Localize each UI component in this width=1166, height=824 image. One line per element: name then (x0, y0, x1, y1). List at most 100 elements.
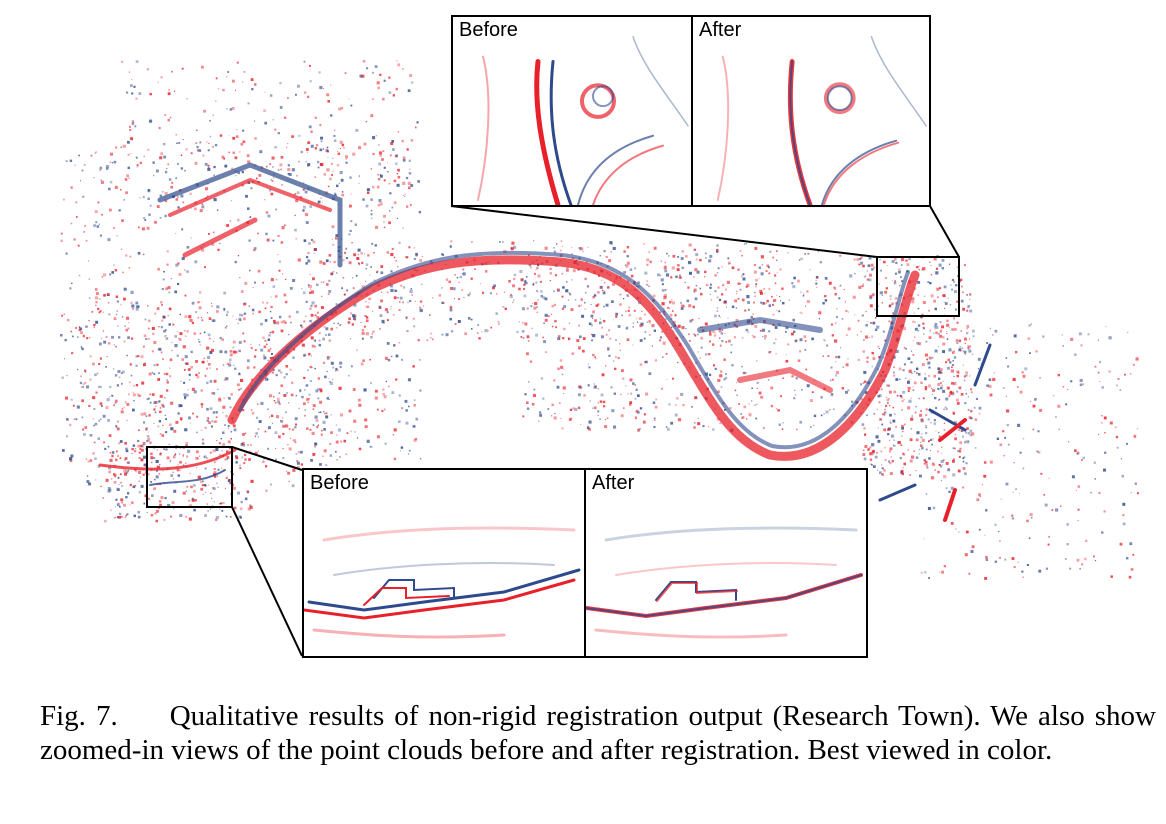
cloud-point (272, 368, 275, 371)
cloud-point (272, 285, 276, 288)
cloud-point (273, 400, 276, 402)
cloud-point (163, 329, 167, 333)
cloud-point (159, 453, 162, 456)
cloud-point (306, 427, 309, 430)
cloud-point (159, 463, 161, 465)
cloud-point (170, 427, 174, 431)
cloud-point (597, 402, 599, 404)
cloud-point (95, 288, 98, 291)
cloud-point (909, 474, 911, 476)
cloud-point (339, 324, 341, 327)
cloud-point (247, 359, 250, 363)
cloud-point (544, 297, 548, 301)
cloud-point (1126, 557, 1129, 560)
cloud-point (369, 445, 372, 448)
cloud-point (536, 311, 538, 313)
cloud-point (209, 380, 213, 383)
cloud-point (1012, 491, 1014, 493)
cloud-point (902, 452, 905, 455)
cloud-point (125, 447, 128, 451)
cloud-point (578, 393, 581, 397)
cloud-point (153, 174, 155, 177)
cloud-point (807, 252, 810, 255)
cloud-point (133, 85, 136, 88)
cloud-point (629, 403, 632, 406)
cloud-point (384, 308, 388, 312)
cloud-point (920, 571, 923, 574)
cloud-point (487, 330, 489, 332)
cloud-point (393, 256, 396, 259)
cloud-point (76, 216, 78, 218)
cloud-point (585, 292, 587, 294)
cloud-point (250, 343, 252, 346)
cloud-point (952, 351, 955, 354)
cloud-point (603, 250, 606, 253)
cloud-point (894, 258, 897, 261)
cloud-point (265, 232, 268, 236)
cloud-point (132, 408, 135, 412)
cloud-point (263, 354, 266, 357)
cloud-point (1004, 558, 1007, 561)
cloud-point (967, 347, 969, 350)
cloud-point (407, 301, 409, 304)
cloud-point (206, 407, 209, 411)
cloud-point (365, 332, 369, 336)
cloud-point (98, 419, 101, 422)
cloud-point (295, 199, 299, 203)
cloud-point (742, 277, 746, 281)
cloud-point (754, 292, 756, 294)
cloud-point (139, 161, 142, 165)
cloud-point (549, 280, 551, 282)
cloud-point (938, 399, 940, 401)
cloud-point (885, 287, 888, 290)
cloud-point (130, 337, 134, 340)
cloud-point (127, 140, 130, 144)
cloud-point (893, 281, 897, 285)
cloud-point (219, 242, 221, 244)
cloud-point (382, 393, 385, 396)
cloud-point (209, 451, 212, 454)
cloud-point (610, 251, 612, 253)
cloud-point (213, 319, 216, 322)
cloud-point (234, 260, 237, 264)
cloud-point (959, 450, 962, 453)
cloud-point (373, 252, 375, 254)
cloud-point (663, 266, 667, 270)
cloud-point (137, 251, 141, 255)
cloud-point (169, 367, 171, 369)
cloud-point (229, 220, 232, 222)
cloud-point (177, 474, 180, 477)
cloud-point (304, 414, 306, 417)
cloud-point (371, 242, 374, 245)
cloud-point (948, 348, 952, 352)
cloud-point (402, 156, 406, 160)
cloud-point (152, 332, 155, 336)
cloud-point (1090, 491, 1092, 494)
cloud-point (970, 410, 973, 413)
cloud-point (850, 400, 854, 403)
cloud-point (739, 288, 742, 291)
cloud-point (799, 350, 802, 353)
cloud-point (294, 417, 298, 421)
cloud-point (370, 209, 373, 212)
cloud-point (177, 196, 179, 198)
cloud-point (102, 273, 107, 277)
cloud-point (243, 71, 246, 73)
cloud-point (1017, 423, 1021, 427)
cloud-point (130, 483, 132, 486)
cloud-point (124, 517, 126, 519)
cloud-point (198, 306, 202, 310)
cloud-point (858, 263, 861, 266)
cloud-point (410, 184, 414, 187)
cloud-point (386, 251, 390, 254)
cloud-point (681, 326, 685, 330)
cloud-point (288, 334, 290, 336)
cloud-point (165, 431, 168, 434)
cloud-point (80, 375, 82, 378)
cloud-point (838, 297, 841, 300)
cloud-point (937, 470, 940, 474)
cloud-point (353, 253, 357, 257)
cloud-point (164, 397, 166, 399)
cloud-point (943, 422, 946, 424)
cloud-point (941, 325, 944, 329)
